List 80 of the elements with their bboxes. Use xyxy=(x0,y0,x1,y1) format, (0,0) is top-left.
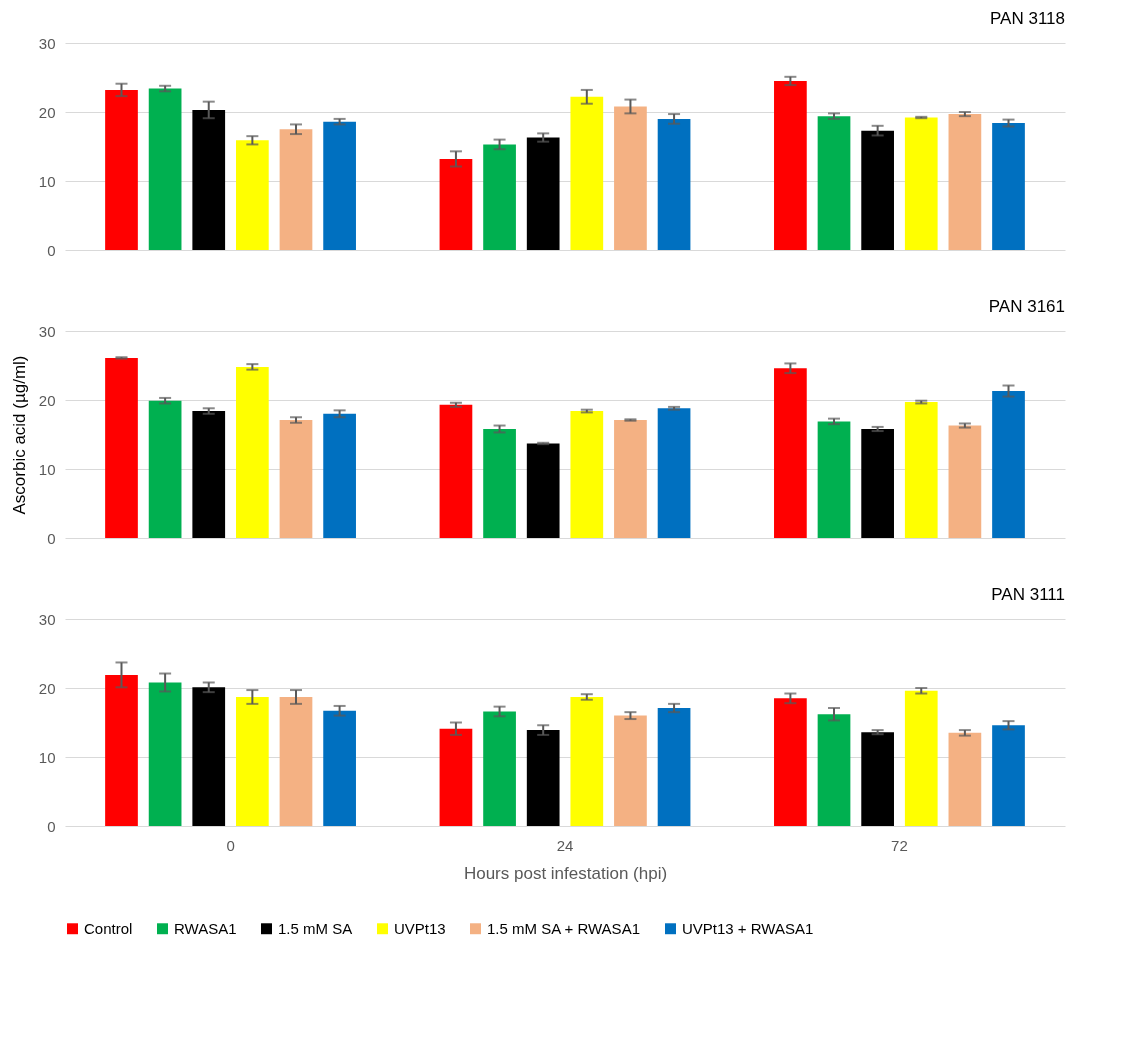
bar xyxy=(323,710,356,826)
bar xyxy=(657,118,691,250)
bar xyxy=(614,715,647,826)
y-tick-label: 20 xyxy=(38,103,56,121)
bar xyxy=(279,420,313,538)
legend-label: 1.5 mM SA xyxy=(278,919,353,937)
bar xyxy=(526,137,560,250)
bar xyxy=(105,674,138,826)
bar xyxy=(483,711,516,826)
bar xyxy=(948,425,982,538)
y-tick-label: 10 xyxy=(38,748,56,766)
bar xyxy=(526,443,560,538)
bar xyxy=(570,96,604,250)
chart-title: PAN 3118 xyxy=(990,9,1065,28)
y-tick-label: 30 xyxy=(38,322,56,340)
legend-label: UVPt13 xyxy=(394,919,446,937)
bar xyxy=(323,121,356,250)
y-tick-label: 10 xyxy=(38,460,56,478)
x-axis-title: Hours post infestation (hpi) xyxy=(463,863,668,883)
bar xyxy=(526,730,560,826)
bar xyxy=(192,411,226,538)
bar xyxy=(992,725,1025,826)
bar xyxy=(483,428,516,538)
bar xyxy=(992,123,1025,250)
bar xyxy=(904,117,938,250)
bar xyxy=(279,129,313,250)
y-tick-label: 0 xyxy=(47,817,56,835)
bar xyxy=(817,714,851,826)
y-tick-label: 10 xyxy=(38,172,56,190)
bar xyxy=(861,130,894,250)
bar xyxy=(323,413,356,538)
bar xyxy=(236,366,269,538)
legend-label: RWASA1 xyxy=(174,919,237,937)
bar xyxy=(148,400,182,538)
bar xyxy=(614,106,647,250)
bar xyxy=(105,89,138,250)
y-tick-label: 20 xyxy=(38,391,56,409)
bar xyxy=(105,357,138,538)
bar xyxy=(657,408,691,538)
bar xyxy=(774,698,807,826)
y-tick-label: 0 xyxy=(47,241,56,259)
bar xyxy=(483,144,516,250)
bar xyxy=(861,732,894,826)
bar xyxy=(861,428,894,538)
bar xyxy=(614,420,647,538)
bar xyxy=(148,682,182,826)
bar xyxy=(948,114,982,250)
bar xyxy=(948,732,982,826)
y-tick-label: 20 xyxy=(38,679,56,697)
y-tick-label: 0 xyxy=(47,529,56,547)
bar xyxy=(439,728,473,826)
bar xyxy=(192,109,226,250)
y-axis-title: Ascorbic acid (µg/ml) xyxy=(9,355,29,515)
bar xyxy=(236,140,269,250)
bar xyxy=(192,687,226,826)
bar xyxy=(904,402,938,538)
bar xyxy=(992,391,1025,538)
bar xyxy=(439,404,473,538)
bar xyxy=(570,696,604,826)
bar xyxy=(148,88,182,250)
bar xyxy=(774,80,807,250)
bar xyxy=(236,696,269,826)
y-tick-label: 30 xyxy=(38,610,56,628)
bar xyxy=(439,158,473,250)
x-tick-label: 72 xyxy=(891,836,908,854)
y-tick-label: 30 xyxy=(38,34,56,52)
bar xyxy=(570,411,604,538)
legend-label: 1.5 mM SA + RWASA1 xyxy=(487,919,640,937)
bar xyxy=(817,421,851,538)
x-tick-label: 0 xyxy=(226,836,235,854)
legend-label: UVPt13 + RWASA1 xyxy=(682,919,814,937)
bar xyxy=(774,368,807,538)
bar xyxy=(817,116,851,250)
chart-title: PAN 3161 xyxy=(988,297,1065,316)
legend-label: Control xyxy=(84,919,133,937)
bar xyxy=(904,690,938,826)
x-tick-label: 24 xyxy=(556,836,574,854)
bar xyxy=(279,696,313,826)
bar xyxy=(657,708,691,826)
chart-title: PAN 3111 xyxy=(991,585,1065,604)
